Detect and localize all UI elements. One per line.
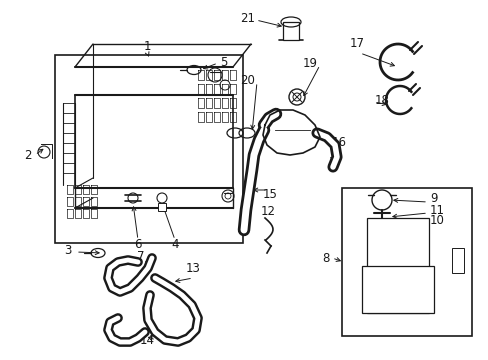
Bar: [341, 188, 471, 336]
Text: 6: 6: [134, 238, 142, 251]
Bar: [283, 22, 298, 40]
Text: 15: 15: [262, 188, 277, 201]
Text: 7: 7: [136, 251, 143, 264]
Text: 2: 2: [24, 149, 32, 162]
Text: 13: 13: [185, 262, 200, 275]
Text: 3: 3: [64, 243, 72, 257]
Text: 9: 9: [429, 192, 437, 204]
Text: 1: 1: [143, 40, 150, 53]
Text: 8: 8: [322, 252, 329, 265]
Bar: [158, 203, 165, 211]
Text: 19: 19: [303, 57, 317, 69]
Text: 20: 20: [240, 73, 254, 86]
Bar: [55, 55, 243, 243]
Text: 12: 12: [260, 205, 275, 218]
Text: 10: 10: [429, 213, 444, 226]
Bar: [366, 218, 428, 313]
Text: 4: 4: [171, 238, 179, 251]
Text: 18: 18: [374, 94, 389, 107]
Bar: [451, 248, 463, 273]
Bar: [361, 266, 433, 313]
Text: 17: 17: [349, 37, 364, 50]
Text: 16: 16: [331, 135, 346, 149]
Text: 14: 14: [140, 333, 155, 346]
Text: 11: 11: [429, 203, 444, 216]
Text: 5: 5: [220, 55, 227, 68]
Text: 21: 21: [240, 12, 254, 24]
